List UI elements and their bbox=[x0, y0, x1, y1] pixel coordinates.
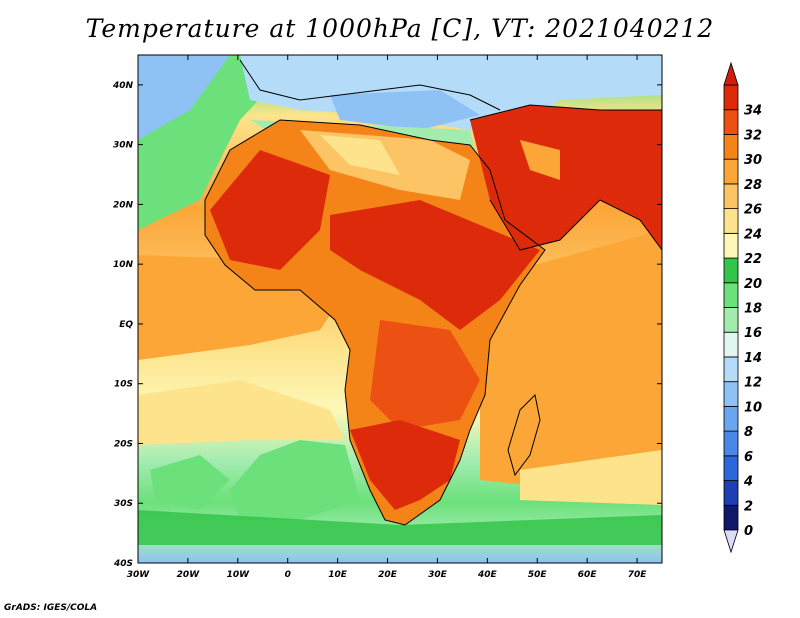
lon-tick-label: 20E bbox=[378, 570, 398, 580]
lat-tick-label: 30S bbox=[114, 499, 133, 509]
colorbar-label: 8 bbox=[744, 425, 753, 440]
colorbar-segment bbox=[723, 455, 739, 481]
lon-tick-label: 10W bbox=[227, 570, 251, 580]
colorbar-segment bbox=[723, 134, 739, 160]
lon-tick-label: 60E bbox=[578, 570, 598, 580]
lat-tick-label: 40N bbox=[112, 81, 134, 91]
nw-atlantic-blue bbox=[138, 55, 230, 140]
colorbar-label: 24 bbox=[744, 227, 762, 242]
longitude-ticks: 30W 20W 10W 0 10E 20E 30E 40E 50E 60E 70E bbox=[127, 55, 647, 580]
south-atlantic-yellow bbox=[138, 380, 345, 445]
lat-tick-label: EQ bbox=[119, 320, 133, 330]
lon-tick-label: 50E bbox=[528, 570, 548, 580]
colorbar-segment bbox=[723, 257, 739, 284]
africa-coastline bbox=[204, 119, 546, 526]
indian-ocean-yellow bbox=[520, 450, 662, 505]
colorbar-label: 26 bbox=[744, 203, 762, 218]
mediterranean-cool bbox=[330, 90, 480, 130]
colorbar-segment bbox=[723, 405, 739, 432]
colorbar-label: 20 bbox=[744, 277, 762, 292]
colorbar-label: 0 bbox=[744, 524, 753, 539]
colorbar-segment bbox=[723, 183, 739, 210]
colorbar-label: 32 bbox=[744, 128, 762, 143]
latitude-ticks: 40N 30N 20N 10N EQ 10S 20S 30S 40S bbox=[112, 81, 662, 569]
colorbar-segment bbox=[723, 158, 739, 185]
madagascar-coastline bbox=[507, 393, 541, 477]
colorbar-segment bbox=[723, 208, 739, 234]
lon-tick-label: 10E bbox=[328, 570, 348, 580]
colorbar-label: 28 bbox=[744, 178, 762, 193]
lon-tick-label: 0 bbox=[285, 570, 291, 580]
colorbar-label: 14 bbox=[744, 351, 762, 366]
colorbar-segment bbox=[723, 356, 739, 383]
madagascar bbox=[508, 395, 540, 475]
south-atlantic-green bbox=[230, 440, 360, 520]
arabia-india-hot bbox=[470, 105, 662, 250]
colorbar-segment bbox=[723, 307, 739, 333]
colorbar-segment bbox=[723, 504, 739, 531]
colorbar-under-triangle bbox=[723, 529, 739, 554]
colorbar-segment bbox=[723, 282, 739, 308]
colorbar-segment bbox=[723, 381, 739, 407]
plot-frame bbox=[137, 54, 663, 564]
colorbar-label: 12 bbox=[744, 376, 762, 391]
colorbar-label: 16 bbox=[744, 326, 762, 341]
colorbar-label: 2 bbox=[744, 499, 753, 514]
europe-cool bbox=[240, 55, 662, 135]
asia-coastline bbox=[469, 104, 662, 251]
colorbar-label: 10 bbox=[744, 400, 762, 415]
colorbar-segment bbox=[723, 430, 739, 457]
colorbar-segment bbox=[723, 84, 739, 111]
footer-credit: GrADS: IGES/COLA bbox=[4, 603, 98, 613]
south-atlantic-green-west bbox=[150, 455, 230, 510]
sahara-yellow bbox=[320, 135, 400, 175]
central-africa-hot bbox=[370, 320, 480, 430]
colorbar-over-triangle bbox=[723, 61, 739, 86]
lon-tick-label: 20W bbox=[177, 570, 201, 580]
persian-gulf-warm bbox=[520, 140, 560, 180]
colorbar-segment bbox=[723, 480, 739, 506]
colorbar-label: 18 bbox=[744, 302, 762, 317]
colorbar-label: 4 bbox=[743, 475, 753, 490]
colorbar-label: 30 bbox=[744, 153, 762, 168]
lat-tick-label: 10N bbox=[113, 260, 134, 270]
lat-tick-label: 30N bbox=[113, 141, 134, 151]
lon-tick-label: 30E bbox=[428, 570, 448, 580]
colorbar-segment bbox=[723, 331, 739, 358]
map-title: Temperature at 1000hPa [C], VT: 20210402… bbox=[85, 14, 715, 43]
lon-tick-label: 40E bbox=[477, 570, 498, 580]
southern-africa-hot bbox=[350, 420, 460, 510]
lat-tick-label: 40S bbox=[113, 559, 133, 569]
southern-ocean-green bbox=[138, 510, 662, 545]
lat-tick-label: 20N bbox=[113, 200, 134, 210]
lat-tick-label: 20S bbox=[114, 439, 133, 449]
colorbar-segment bbox=[723, 232, 739, 259]
europe-coastline bbox=[239, 59, 501, 111]
lon-tick-label: 70E bbox=[628, 570, 648, 580]
colorbar-label: 34 bbox=[744, 104, 762, 119]
map-field bbox=[138, 55, 662, 563]
colorbar-segment bbox=[723, 109, 739, 135]
west-africa-hot bbox=[210, 150, 330, 270]
lat-tick-label: 10S bbox=[114, 380, 133, 390]
colorbar-label: 6 bbox=[744, 450, 753, 465]
lon-tick-label: 30W bbox=[127, 570, 151, 580]
colorbar-label: 22 bbox=[744, 252, 762, 267]
sahel-hot bbox=[330, 200, 540, 330]
